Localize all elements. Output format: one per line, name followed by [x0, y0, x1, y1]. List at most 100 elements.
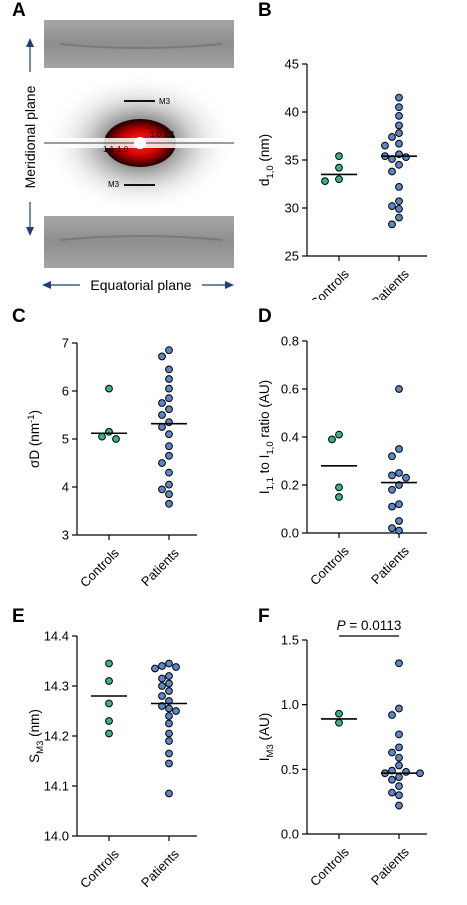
bottom-reflection-arc — [59, 235, 223, 241]
data-point-patients — [165, 375, 173, 383]
y-tick-label: 25 — [285, 249, 299, 264]
data-point-patients — [395, 743, 403, 752]
panel-a: A — [0, 0, 240, 300]
data-point-patients — [388, 711, 396, 719]
annotation-10-left: 1,0 — [117, 145, 129, 154]
data-point-patients — [395, 526, 403, 535]
data-point-patients — [388, 220, 396, 229]
data-point-patients — [416, 769, 424, 778]
panel-letter-f: F — [258, 606, 270, 627]
data-point-controls — [321, 177, 329, 186]
panel-letter-d: D — [258, 306, 272, 327]
y-axis-label: σD (nm-1) — [26, 410, 42, 468]
data-point-patients — [158, 352, 166, 361]
data-point-patients — [158, 411, 166, 419]
data-point-patients — [395, 139, 403, 148]
data-point-patients — [388, 766, 396, 775]
beam-stop — [134, 137, 146, 149]
data-point-controls — [335, 483, 343, 492]
y-tick-label: 14.0 — [44, 829, 69, 844]
data-point-patients — [165, 729, 173, 738]
data-point-patients — [395, 121, 403, 130]
data-point-patients — [395, 213, 403, 222]
category-label-controls: Controls — [307, 266, 352, 300]
y-tick-label: 35 — [285, 153, 299, 168]
annotation-m3-bottom: M3 — [108, 180, 120, 189]
data-point-patients — [158, 682, 166, 690]
panel-letter-c: C — [12, 306, 26, 327]
data-point-patients — [165, 712, 173, 720]
annotation-11-left: 1,1 — [103, 145, 115, 154]
data-point-patients — [388, 502, 396, 511]
data-point-controls — [105, 729, 113, 738]
meridional-plane-label: Meridional plane — [22, 85, 38, 188]
data-point-patients — [158, 662, 166, 670]
chart-b: 25 30 35 40 45 Controls Patients d1,0 (nm) — [257, 57, 427, 311]
data-point-patients — [381, 141, 389, 150]
panel-d: D 0.0 0.2 0.4 0.6 0.8 Controls Patients I1,1 to… — [240, 300, 467, 600]
data-point-controls — [105, 659, 113, 668]
data-point-patients — [165, 759, 173, 768]
data-point-patients — [395, 704, 403, 713]
data-point-patients — [165, 659, 173, 668]
data-point-patients — [388, 133, 396, 141]
data-point-patients — [158, 692, 166, 700]
data-point-patients — [388, 452, 396, 461]
data-point-controls — [112, 435, 120, 443]
annotation-10-right: 1,0 — [150, 130, 162, 139]
data-point-controls — [105, 717, 113, 725]
top-reflection-arc — [59, 43, 223, 49]
y-axis-label: IM3 (AU) — [257, 713, 276, 761]
data-point-patients — [388, 524, 396, 533]
category-label-controls: Controls — [77, 846, 122, 891]
meridional-arrow-head-down — [26, 227, 34, 236]
data-point-patients — [395, 129, 403, 138]
data-point-patients — [165, 480, 173, 489]
data-point-patients — [395, 801, 403, 810]
equatorial-plane-label: Equatorial plane — [90, 277, 191, 293]
data-point-controls — [335, 430, 343, 439]
y-axis-label: SM3 (nm) — [27, 709, 46, 763]
panel-letter-b: B — [258, 0, 272, 21]
data-point-controls — [335, 709, 343, 718]
category-label-patients: Patients — [368, 266, 412, 300]
data-point-controls — [335, 175, 343, 184]
annotation-m3-top: M3 — [159, 97, 171, 106]
data-point-patients — [395, 111, 403, 120]
data-point-patients — [165, 490, 173, 499]
category-label-patients: Patients — [138, 846, 182, 890]
data-point-patients — [395, 160, 403, 169]
data-point-patients — [165, 687, 173, 695]
category-label-patients: Patients — [368, 543, 412, 587]
data-point-controls — [105, 699, 113, 708]
y-tick-label: 7 — [62, 336, 69, 351]
category-label-controls: Controls — [307, 543, 352, 588]
chart-d: 0.0 0.2 0.4 0.6 0.8 Controls Patients I1,1 to I… — [257, 334, 427, 588]
data-point-patients — [395, 773, 403, 781]
data-point-patients — [395, 753, 403, 762]
data-point-patients — [388, 788, 396, 797]
data-point-patients — [395, 761, 403, 770]
panel-f: F 0.0 0.5 1.0 1.5 Controls Patients IM3 (AU) P … — [240, 600, 467, 900]
data-point-patients — [165, 384, 173, 393]
data-point-patients — [165, 672, 173, 680]
data-point-controls — [335, 163, 343, 172]
data-point-patients — [165, 719, 173, 728]
data-point-controls — [105, 427, 113, 436]
y-tick-label: 0.0 — [281, 827, 299, 842]
y-tick-label: 14.2 — [44, 729, 69, 744]
data-point-patients — [165, 365, 173, 374]
data-point-patients — [165, 749, 173, 758]
data-point-patients — [165, 679, 173, 688]
y-tick-label: 14.4 — [44, 629, 69, 644]
y-axis-label: d1,0 (nm) — [257, 134, 276, 186]
data-point-patients — [395, 730, 403, 739]
data-point-patients — [165, 789, 173, 798]
y-tick-label: 4 — [62, 480, 69, 495]
meridional-arrow-head-up — [26, 38, 34, 47]
data-point-patients — [395, 445, 403, 453]
data-point-patients — [395, 517, 403, 525]
chart-c: 3 4 5 6 7 Controls Patients σD (nm-1) — [26, 336, 197, 590]
annotation-11-right: 1,1 — [164, 130, 176, 139]
y-tick-label: 0.5 — [281, 762, 299, 777]
